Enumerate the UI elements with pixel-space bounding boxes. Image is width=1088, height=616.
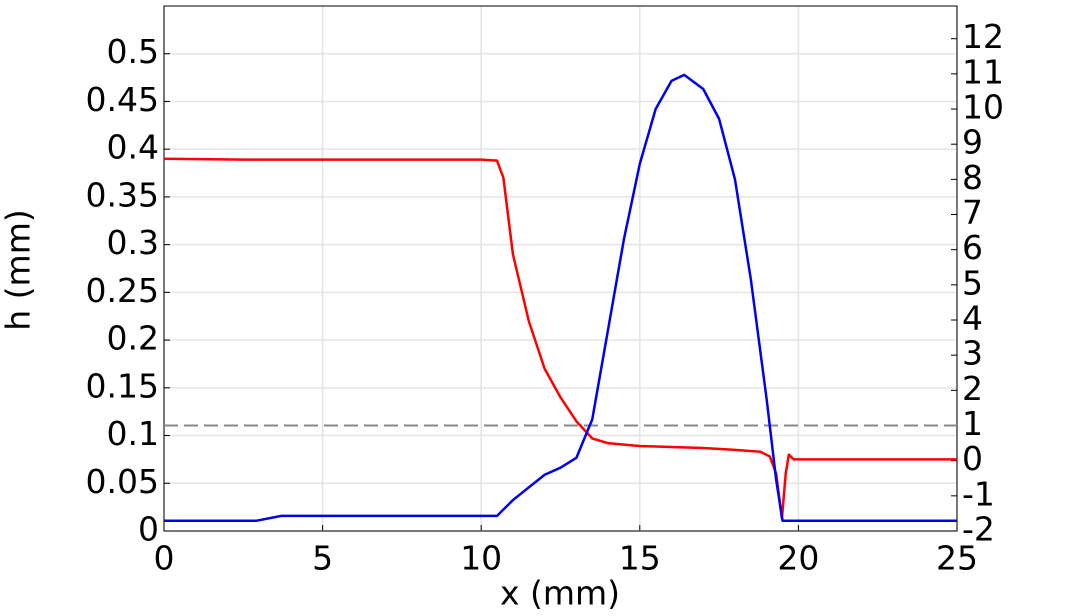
y-tick-label: 0	[138, 510, 159, 549]
y2-tick-label: 5	[962, 263, 983, 302]
x-tick-label: 20	[777, 539, 819, 578]
y-tick-label: 0.2	[107, 319, 159, 358]
x-axis-label: x (mm)	[500, 574, 620, 613]
y2-tick-label: 6	[962, 228, 983, 267]
data-line	[164, 73, 957, 523]
y2-tick-label: -2	[962, 510, 995, 549]
y2-tick-label: 11	[962, 52, 1004, 91]
x-tick-label: 5	[312, 539, 333, 578]
y-tick-label: 0.25	[86, 271, 159, 310]
y-axis-label: h (mm)	[0, 209, 38, 330]
y2-tick-label: 8	[962, 158, 983, 197]
y-tick-label: 0.4	[107, 128, 159, 167]
y2-tick-label: 3	[962, 334, 983, 373]
y-tick-label: 0.45	[86, 80, 159, 119]
y2-tick-label: 1	[962, 404, 983, 443]
x-tick-label: 25	[936, 539, 978, 578]
y-tick-label: 0.1	[107, 414, 159, 453]
y2-tick-label: 7	[962, 193, 983, 232]
x-tick-label: 15	[619, 539, 661, 578]
y2-tick-label: -1	[962, 474, 995, 513]
x-tick-label: 10	[460, 539, 502, 578]
y2-tick-label: 2	[962, 369, 983, 408]
y2-tick-label: 4	[962, 299, 983, 338]
x-tick-label: 0	[154, 539, 175, 578]
y2-tick-label: 9	[962, 123, 983, 162]
y-tick-label: 0.05	[86, 462, 159, 501]
y-tick-label: 0.35	[86, 175, 159, 214]
y2-tick-label: 0	[962, 439, 983, 478]
y2-tick-label: 12	[962, 17, 1004, 56]
y-tick-label: 0.5	[107, 32, 159, 71]
data-line	[163, 157, 957, 520]
plot-frame	[163, 5, 958, 532]
y-tick-label: 0.15	[86, 366, 159, 405]
y2-tick-label: 10	[962, 88, 1004, 127]
y-tick-label: 0.3	[107, 223, 159, 262]
